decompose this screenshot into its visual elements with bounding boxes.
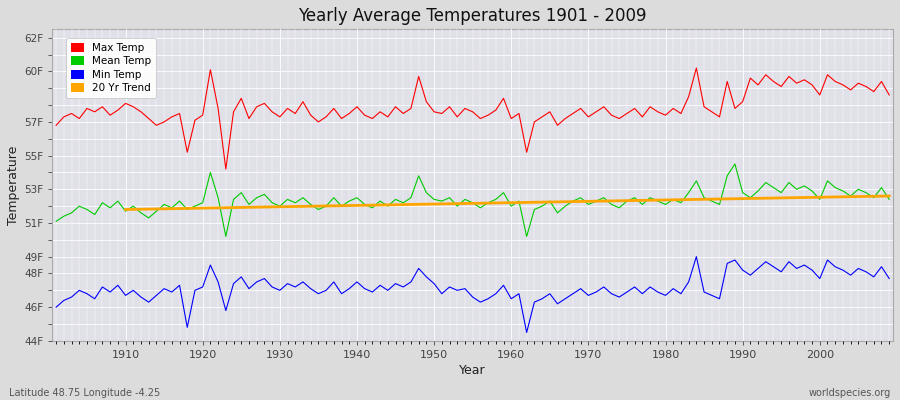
Text: Latitude 48.75 Longitude -4.25: Latitude 48.75 Longitude -4.25 — [9, 388, 160, 398]
X-axis label: Year: Year — [459, 364, 486, 377]
Y-axis label: Temperature: Temperature — [7, 145, 20, 225]
Title: Yearly Average Temperatures 1901 - 2009: Yearly Average Temperatures 1901 - 2009 — [299, 7, 647, 25]
Text: worldspecies.org: worldspecies.org — [809, 388, 891, 398]
Legend: Max Temp, Mean Temp, Min Temp, 20 Yr Trend: Max Temp, Mean Temp, Min Temp, 20 Yr Tre… — [66, 38, 157, 98]
